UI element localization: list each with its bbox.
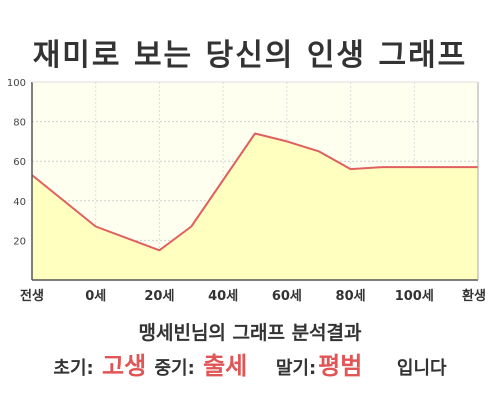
y-tick-label: 20 [13, 236, 26, 247]
y-tick-label: 60 [13, 157, 26, 168]
x-tick-label: 100세 [395, 289, 434, 304]
mid-label: 중기: [154, 358, 195, 379]
result-summary: 초기: 고생 중기: 출세 말기:평범 입니다 [0, 346, 500, 381]
x-tick-label: 0세 [85, 289, 106, 304]
y-tick-label: 100 [7, 78, 26, 89]
mid-value: 출세 [203, 352, 248, 380]
life-graph-chart: 20 40 60 80 100 전생 0세 20세 40세 60세 80세 100세 환생 [7, 78, 486, 304]
result-subtitle: 맹세빈님의 그래프 분석결과 [138, 322, 362, 344]
x-tick-label: 전생 [20, 288, 44, 304]
late-label: 말기: [275, 358, 317, 379]
x-tick-label: 40세 [208, 289, 238, 304]
x-tick-label: 20세 [144, 289, 174, 304]
summary-suffix: 입니다 [396, 358, 447, 379]
series-line [31, 132, 478, 252]
late-value: 평범 [318, 352, 363, 380]
y-tick-label: 40 [13, 197, 26, 208]
area-fill [32, 133, 478, 280]
x-tick-label: 80세 [336, 289, 366, 304]
early-value: 고생 [102, 352, 147, 380]
x-tick-label: 환생 [462, 288, 486, 304]
axes [31, 81, 479, 281]
x-tick-label: 60세 [272, 289, 302, 304]
early-label: 초기: [53, 358, 94, 379]
area-series [31, 132, 478, 280]
page-title: 재미로 보는 당신의 인생 그래프 [32, 38, 468, 73]
y-tick-label: 80 [13, 118, 26, 129]
y-tick-labels: 20 40 60 80 100 [7, 78, 26, 247]
x-tick-labels: 전생 0세 20세 40세 60세 80세 100세 환생 [20, 288, 486, 304]
